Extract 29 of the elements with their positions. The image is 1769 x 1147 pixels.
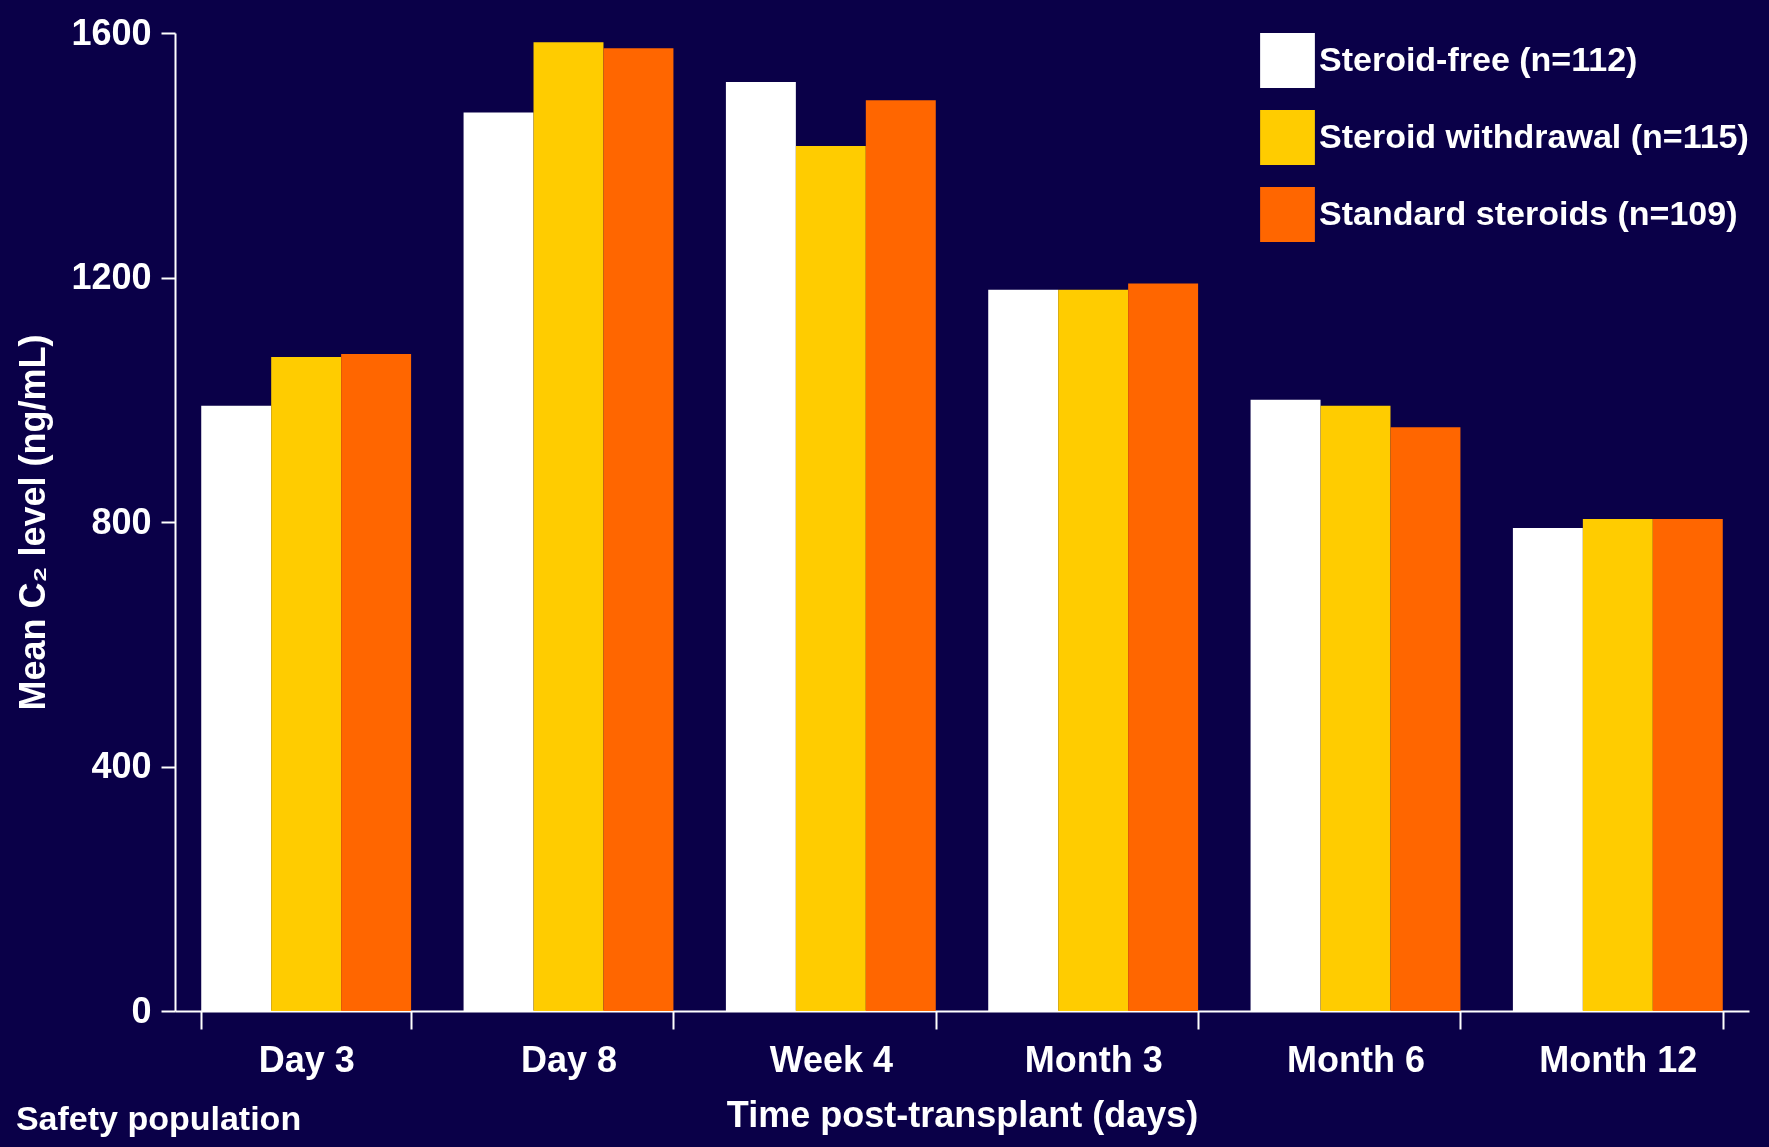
legend-label: Steroid-free (n=112) bbox=[1319, 39, 1638, 78]
bar bbox=[533, 42, 604, 1011]
x-tick-label: Day 3 bbox=[258, 1038, 355, 1080]
bar bbox=[1390, 427, 1461, 1011]
y-axis-title: Mean C₂ level (ng/mL) bbox=[12, 334, 54, 711]
bar bbox=[795, 146, 866, 1011]
bar bbox=[865, 100, 936, 1011]
bar bbox=[1652, 518, 1723, 1011]
x-axis-title: Time post-transplant (days) bbox=[726, 1093, 1199, 1135]
legend-label: Standard steroids (n=109) bbox=[1319, 193, 1738, 232]
y-tick-label: 1600 bbox=[71, 11, 152, 53]
bar bbox=[603, 48, 674, 1011]
x-tick-label: Month 3 bbox=[1024, 1038, 1163, 1080]
bar bbox=[271, 356, 342, 1011]
bar bbox=[341, 353, 412, 1011]
bar bbox=[1058, 289, 1129, 1011]
y-tick-label: 1200 bbox=[71, 256, 152, 297]
y-tick-label: 400 bbox=[91, 745, 152, 786]
x-tick-label: Week 4 bbox=[769, 1038, 894, 1080]
bar bbox=[1582, 518, 1653, 1011]
y-tick-label: 800 bbox=[91, 500, 152, 542]
text: Safety population bbox=[15, 1099, 302, 1137]
bar bbox=[1320, 405, 1391, 1011]
bar bbox=[1128, 283, 1199, 1011]
x-tick-label: Month 6 bbox=[1287, 1038, 1425, 1080]
x-tick-label: Month 12 bbox=[1539, 1038, 1698, 1080]
x-tick-label: Day 8 bbox=[520, 1038, 618, 1080]
legend-label: Steroid withdrawal (n=115) bbox=[1319, 116, 1749, 155]
y-tick-label: 0 bbox=[131, 989, 152, 1031]
